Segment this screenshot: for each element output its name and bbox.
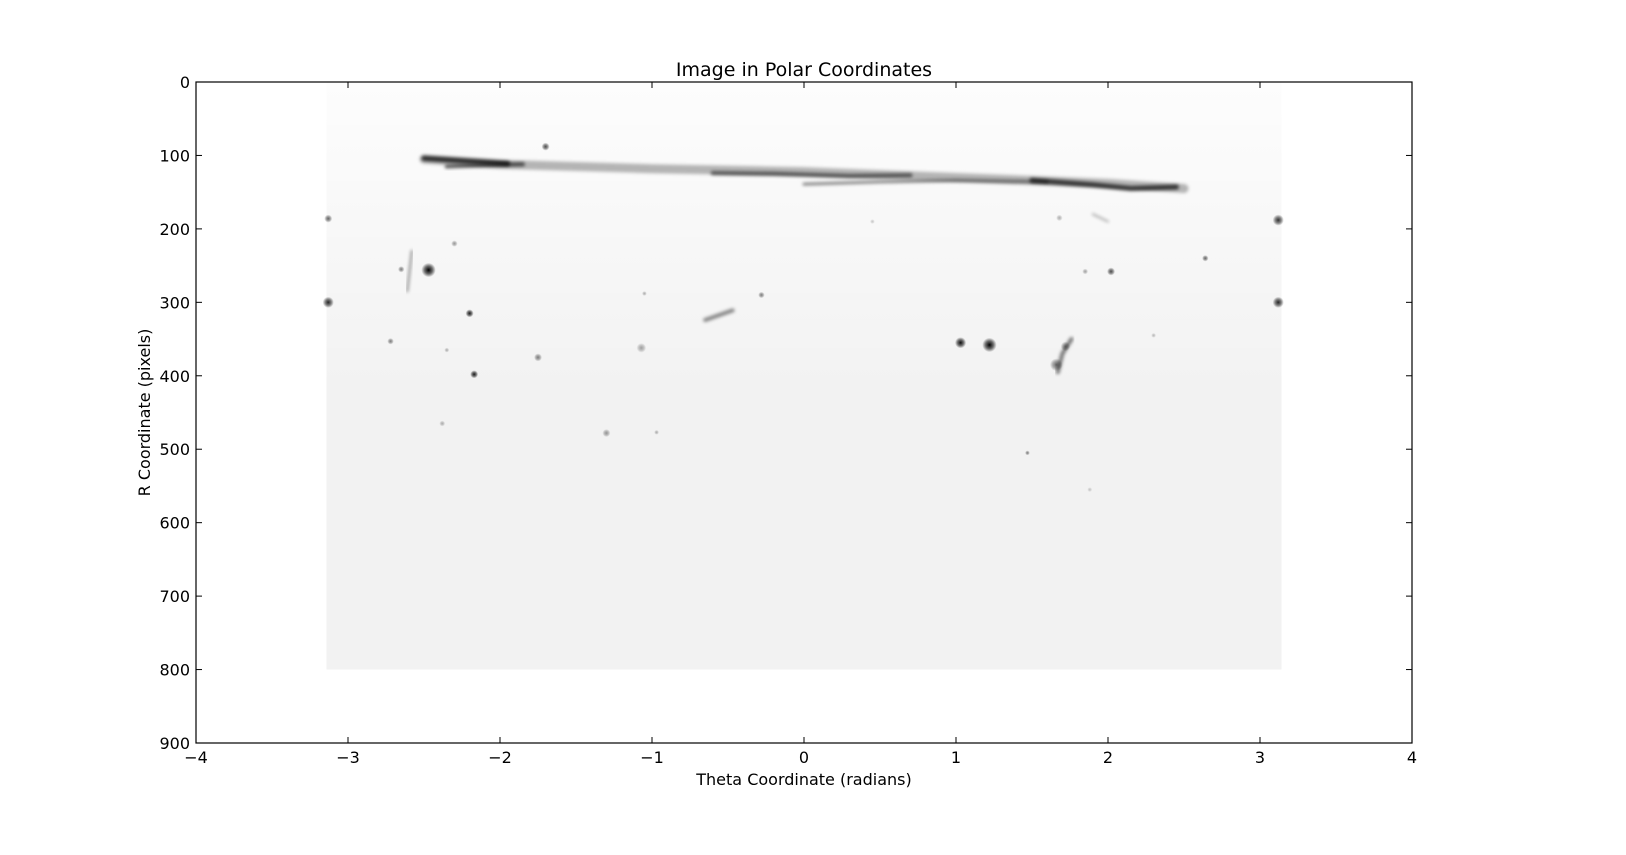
y-tick-label: 300 <box>159 293 190 312</box>
source <box>1060 341 1071 352</box>
streak-center-core <box>710 171 913 178</box>
image-top-glow <box>326 82 1282 391</box>
source <box>636 343 647 353</box>
x-tick-label: −3 <box>336 748 360 767</box>
source <box>322 296 334 308</box>
source <box>1272 214 1284 226</box>
source <box>541 142 550 151</box>
x-tick-label: 0 <box>799 748 809 767</box>
x-tick-label: 1 <box>951 748 961 767</box>
streak-diagonal-b <box>1091 213 1109 223</box>
y-tick-label: 200 <box>159 220 190 239</box>
x-tick-label: −4 <box>184 748 208 767</box>
source <box>470 370 479 379</box>
source <box>465 309 474 318</box>
source <box>1056 214 1063 222</box>
source <box>439 420 446 427</box>
source <box>421 262 436 278</box>
tick-layer: −4 −3 −2 −1 0 1 2 3 4 0 100 200 300 400 500 600 700 800 90… <box>159 73 1417 767</box>
x-tick-label: 4 <box>1407 748 1417 767</box>
x-tick-label: −2 <box>488 748 512 767</box>
streak-diagonal-a <box>703 308 735 322</box>
x-tick-label: 3 <box>1255 748 1265 767</box>
source <box>1202 255 1209 262</box>
source <box>534 353 542 362</box>
source <box>444 347 450 353</box>
source <box>1151 332 1156 338</box>
image-layer <box>322 82 1284 670</box>
source <box>1087 487 1093 493</box>
y-tick-label: 0 <box>180 73 190 92</box>
source <box>1025 450 1030 456</box>
y-tick-label: 800 <box>159 661 190 680</box>
source <box>387 338 394 345</box>
source <box>954 337 967 349</box>
source <box>1107 267 1116 276</box>
x-axis-label: Theta Coordinate (radians) <box>695 770 911 789</box>
streak-center-lower <box>802 178 1049 186</box>
source <box>602 429 611 438</box>
y-tick-label: 400 <box>159 367 190 386</box>
source <box>870 219 875 224</box>
source <box>1272 296 1284 308</box>
source <box>451 240 458 247</box>
source <box>654 429 659 435</box>
y-tick-label: 900 <box>159 734 190 753</box>
source <box>324 214 333 223</box>
y-tick-label: 600 <box>159 514 190 533</box>
streak-left-core <box>421 155 511 166</box>
streak-right-core <box>1029 177 1179 191</box>
source <box>1049 358 1063 372</box>
source <box>982 337 997 353</box>
source <box>642 291 647 296</box>
source <box>758 291 765 299</box>
y-tick-label: 500 <box>159 440 190 459</box>
streak-vertical <box>406 249 413 293</box>
y-axis-label: R Coordinate (pixels) <box>135 329 154 497</box>
chart-title: Image in Polar Coordinates <box>676 59 932 81</box>
y-tick-label: 100 <box>159 146 190 165</box>
source <box>1082 268 1089 275</box>
source <box>398 266 405 273</box>
x-tick-label: −1 <box>640 748 664 767</box>
streak-left-lower <box>444 162 525 169</box>
y-tick-label: 700 <box>159 587 190 606</box>
x-tick-label: 2 <box>1103 748 1113 767</box>
